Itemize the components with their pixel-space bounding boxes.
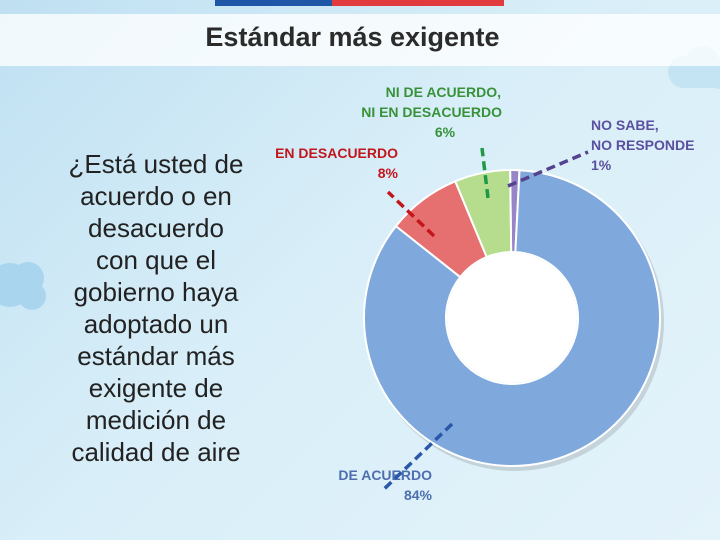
donut-hole	[447, 253, 577, 383]
question-line: medición de	[85, 405, 227, 435]
slice-category-label: DE ACUERDO	[338, 467, 432, 483]
survey-question: ¿Está usted de acuerdo o en desacuerdo con …	[58, 148, 254, 468]
top-accent-blue	[215, 0, 332, 6]
slice-value-label: 8%	[378, 165, 399, 181]
question-line: estándar más	[77, 341, 235, 371]
slice-label-3: NO SABE, NO RESPONDE 1%	[591, 117, 694, 173]
donut-slice-2	[453, 168, 513, 259]
question-line: adoptado un	[83, 309, 229, 339]
leader-line-2	[480, 147, 490, 199]
slice-category-label: NO SABE,	[591, 117, 659, 133]
question-line: ¿Está usted de	[68, 149, 244, 179]
slice-label-0: DE ACUERDO 84%	[338, 467, 432, 503]
slice-category-label: NI EN DESACUERDO	[361, 104, 502, 120]
leader-line-0	[380, 422, 454, 493]
top-accent-red	[332, 0, 504, 6]
slice-value-label: 1%	[591, 157, 612, 173]
question-line: calidad de aire	[71, 437, 241, 467]
leader-line-3	[507, 150, 589, 188]
slice-category-label: EN DESACUERDO	[275, 145, 398, 161]
page-title: Estándar más exigente	[205, 22, 500, 52]
cloud-decoration-left	[0, 262, 46, 310]
slice-label-2: NI DE ACUERDO, NI EN DESACUERDO 6%	[361, 84, 502, 140]
title-band	[0, 14, 720, 66]
question-line: desacuerdo	[88, 213, 224, 243]
slice-category-label: NO RESPONDE	[591, 137, 694, 153]
slice-value-label: 6%	[435, 124, 456, 140]
donut-slice-0	[363, 169, 661, 467]
slice-category-label: NI DE ACUERDO,	[386, 84, 501, 100]
question-line: gobierno haya	[73, 277, 239, 307]
question-line: exigente de	[88, 373, 224, 403]
slice-label-1: EN DESACUERDO 8%	[275, 145, 398, 181]
slice-value-label: 84%	[404, 487, 433, 503]
leader-line-1	[386, 190, 436, 238]
question-line: acuerdo o en	[80, 181, 232, 211]
question-line: con que el	[96, 245, 216, 275]
